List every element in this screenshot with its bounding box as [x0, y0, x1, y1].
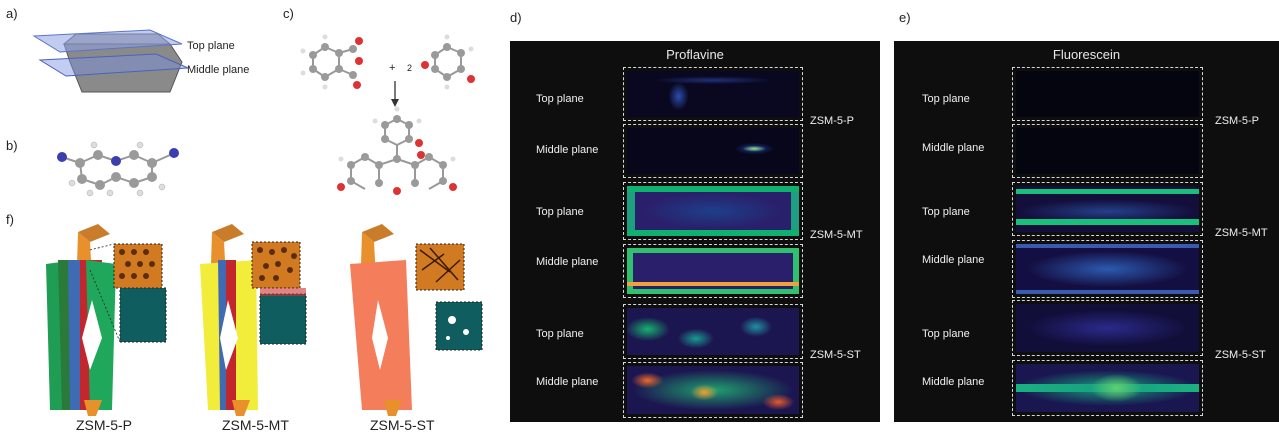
fluorescein-sample-label: ZSM-5-MT [1215, 227, 1268, 239]
proflavine-title: Proflavine [666, 47, 724, 62]
reaction-coefficient: 2 [407, 63, 413, 73]
fluorescein-row-label: Top plane [922, 328, 970, 340]
anhydride-molecule [300, 34, 363, 90]
proflavine-sample-label: ZSM-5-ST [810, 349, 861, 361]
image-mt-middle [1012, 240, 1203, 298]
crystal-zsm5-p [46, 224, 167, 416]
reaction-scheme [300, 34, 475, 195]
fluorescein-title: Fluorescein [1052, 47, 1121, 62]
crystal-label-mt: ZSM-5-MT [222, 417, 289, 433]
fluorescein-row-label: Middle plane [922, 142, 985, 154]
image-st-top [623, 304, 803, 359]
image-st-middle [623, 362, 803, 418]
proflavine-row-label: Middle plane [536, 376, 599, 388]
fluorescein-molecule [337, 106, 457, 195]
reaction-arrowhead [391, 99, 399, 107]
fluorescein-row-label: Middle plane [922, 376, 985, 388]
proflavine-row-label: Middle plane [536, 256, 599, 268]
label-middle-plane: Middle plane [187, 64, 250, 76]
proflavine-row-label: Top plane [536, 206, 584, 218]
reaction-plus: + [389, 62, 396, 74]
image-mt-top [623, 182, 803, 240]
panel-label-c: c) [283, 6, 294, 21]
fluorescein-sample-label: ZSM-5-ST [1215, 349, 1266, 361]
resorcinol-molecule [421, 34, 475, 90]
fluorescein-row-label: Middle plane [922, 254, 985, 266]
label-top-plane: Top plane [187, 40, 235, 52]
proflavine-sample-label: ZSM-5-MT [810, 229, 863, 241]
middle-plane-shape [38, 53, 189, 77]
fluorescein-row-label: Top plane [922, 93, 970, 105]
image-p-middle [623, 124, 803, 178]
crystal-label-st: ZSM-5-ST [370, 417, 435, 433]
crystal-zsm5-st [350, 224, 483, 416]
image-mt-middle [623, 244, 803, 298]
crystal-planes-diagram [32, 29, 189, 93]
proflavine-sample-label: ZSM-5-P [810, 115, 854, 127]
proflavine-row-label: Middle plane [536, 144, 599, 156]
proflavine-row-label: Top plane [536, 328, 584, 340]
fluorescein-sample-label: ZSM-5-P [1215, 115, 1259, 127]
image-st-top [1012, 300, 1203, 356]
panel-label-b: b) [6, 138, 18, 153]
image-mt-top [1012, 182, 1203, 236]
panel-label-f: f) [6, 212, 14, 227]
image-p-middle [1012, 124, 1203, 178]
image-p-top [1012, 67, 1203, 121]
top-plane-shape [32, 29, 183, 53]
crystal-label-p: ZSM-5-P [76, 417, 132, 433]
panel-label-e: e) [899, 10, 911, 25]
panel-label-d: d) [510, 10, 522, 25]
proflavine-molecule [57, 141, 179, 197]
fluorescein-panel: Fluorescein Top plane Middle plane Top p… [894, 41, 1279, 422]
fluorescein-row-label: Top plane [922, 206, 970, 218]
image-st-middle [1012, 360, 1203, 416]
panel-label-a: a) [6, 6, 18, 21]
crystal-zsm5-mt [200, 224, 307, 416]
proflavine-row-label: Top plane [536, 93, 584, 105]
image-p-top [623, 67, 803, 121]
proflavine-panel: Proflavine Top plane Middle plane Top pl… [510, 41, 880, 422]
